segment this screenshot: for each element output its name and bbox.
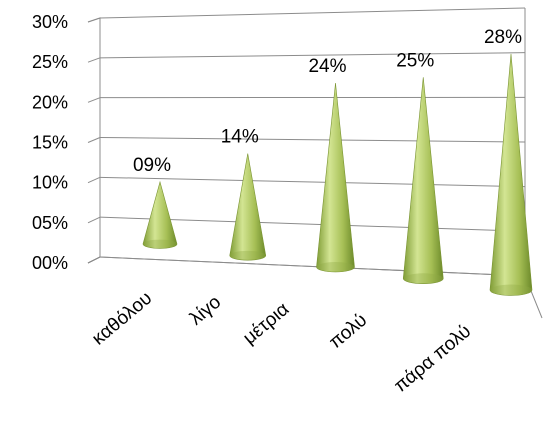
- series-cones: [142, 53, 533, 296]
- cone-base: [316, 262, 355, 272]
- gridline-side: [87, 256, 101, 264]
- y-tick-label: 15%: [32, 133, 68, 153]
- grid-layer: [87, 7, 543, 319]
- x-category-label: πολύ: [325, 310, 371, 353]
- x-category-label: μέτρια: [239, 299, 293, 349]
- gridline-side: [87, 137, 101, 143]
- cone-bar: [316, 82, 355, 273]
- cone-base: [490, 284, 532, 296]
- cone-body: [489, 53, 533, 296]
- cone-base: [229, 250, 266, 261]
- gridline-side: [87, 216, 101, 224]
- cone-body: [142, 180, 178, 249]
- cone-bar: [402, 77, 444, 284]
- gridline: [99, 52, 526, 59]
- gridline: [99, 216, 526, 232]
- cone-body: [316, 82, 355, 273]
- x-category-label: λίγο: [186, 292, 225, 330]
- data-label: 25%: [396, 50, 434, 71]
- cone-bar: [229, 153, 267, 261]
- y-axis-ticks: 00% 05% 10% 15% 20% 25% 30%: [32, 12, 68, 273]
- cone-body: [402, 77, 444, 284]
- cone-base: [403, 273, 444, 284]
- gridline: [99, 256, 526, 277]
- data-label: 24%: [308, 56, 346, 77]
- y-tick-label: 20%: [32, 92, 68, 112]
- y-tick-label: 05%: [32, 213, 68, 233]
- data-labels: 09% 14% 24% 25% 28%: [133, 27, 522, 176]
- cone-bar: [489, 53, 533, 296]
- gridline: [99, 137, 526, 143]
- x-axis-categories: καθόλου λίγο μέτρια πολύ πάρα πολύ: [88, 288, 475, 397]
- y-tick-label: 30%: [32, 12, 68, 32]
- y-tick-label: 00%: [32, 253, 68, 273]
- x-category-label: καθόλου: [88, 288, 156, 350]
- y-tick-label: 10%: [32, 173, 68, 193]
- data-label: 09%: [133, 155, 171, 176]
- cone-body: [229, 153, 267, 261]
- data-label: 28%: [484, 27, 522, 48]
- gridline-side: [87, 17, 101, 23]
- y-tick-label: 25%: [32, 52, 68, 72]
- gridline-side: [87, 176, 101, 184]
- gridline-side: [87, 57, 101, 63]
- x-category-label: πάρα πολύ: [390, 321, 475, 397]
- gridline: [99, 7, 526, 19]
- cone-base: [143, 239, 177, 249]
- gridline: [99, 176, 526, 188]
- cone-bar: [142, 180, 178, 249]
- gridline-side: [87, 97, 101, 103]
- data-label: 14%: [221, 127, 259, 148]
